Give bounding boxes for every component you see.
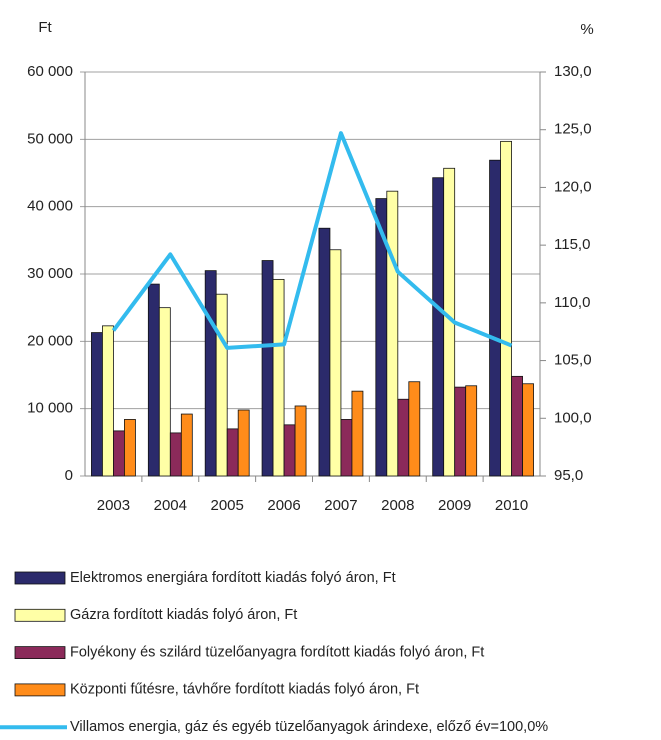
bar: [91, 332, 103, 477]
bar: [215, 293, 228, 477]
bar: [272, 278, 285, 477]
bar: [432, 177, 445, 477]
legend-label: Gázra fordított kiadás folyó áron, Ft: [70, 607, 297, 623]
x-tick-label: 2003: [97, 497, 130, 514]
bar: [511, 375, 523, 477]
bar: [283, 424, 296, 477]
legend-swatch: [14, 646, 66, 659]
y2-tick-label: 130,0: [554, 63, 592, 80]
bar: [147, 283, 160, 477]
bar: [329, 249, 342, 477]
y-tick-label: 0: [65, 467, 73, 484]
y-tick-label: 20 000: [27, 332, 73, 349]
bar: [294, 405, 307, 477]
bar: [465, 385, 478, 477]
legend-label: Folyékony és szilárd tüzelőanyagra fordí…: [70, 644, 484, 660]
y-tick-label: 10 000: [27, 400, 73, 417]
x-tick-label: 2010: [495, 497, 528, 514]
bar: [169, 432, 182, 477]
bar: [489, 159, 501, 477]
bar: [113, 430, 125, 477]
legend-swatch: [14, 683, 66, 697]
bar: [237, 409, 250, 477]
legend-label: Villamos energia, gáz és egyéb tüzelőany…: [70, 719, 548, 735]
bar: [397, 398, 410, 477]
y-tick-label: 30 000: [27, 265, 73, 282]
y-tick-label: 60 000: [27, 63, 73, 80]
bar: [522, 383, 534, 477]
y2-tick-label: 110,0: [554, 294, 590, 311]
y2-tick-label: 115,0: [554, 236, 590, 253]
x-tick-label: 2004: [154, 497, 187, 514]
x-tick-label: 2006: [267, 497, 300, 514]
y-tick-label: 40 000: [27, 198, 73, 215]
bar: [180, 413, 193, 477]
y2-tick-label: 105,0: [554, 352, 592, 369]
bar: [408, 381, 421, 477]
bar: [226, 428, 239, 477]
x-tick-label: 2007: [324, 497, 357, 514]
x-tick-label: 2009: [438, 497, 471, 514]
bar: [500, 140, 512, 477]
y2-tick-label: 120,0: [554, 178, 592, 195]
y2-tick-label: 100,0: [554, 409, 592, 426]
legend-label: Elektromos energiára fordított kiadás fo…: [70, 570, 396, 586]
legend-label: Központi fűtésre, távhőre fordított kiad…: [70, 682, 419, 698]
bar: [204, 270, 217, 477]
y-tick-label: 50 000: [27, 130, 73, 147]
bar: [386, 190, 399, 477]
bar: [261, 260, 274, 477]
bar: [318, 227, 331, 477]
y-axis-label: Ft: [38, 19, 52, 36]
legend-swatch: [14, 571, 66, 585]
y2-axis-label: %: [580, 21, 593, 38]
y2-tick-label: 95,0: [554, 467, 583, 484]
bar: [351, 390, 364, 477]
y2-tick-label: 125,0: [554, 121, 592, 138]
bar: [454, 386, 467, 477]
x-tick-label: 2005: [211, 497, 244, 514]
index-line: [111, 131, 513, 350]
bar: [124, 419, 136, 477]
bar: [102, 325, 114, 477]
x-tick-label: 2008: [381, 497, 414, 514]
bar: [340, 419, 353, 477]
legend-swatch: [14, 608, 66, 622]
bar: [158, 307, 171, 477]
